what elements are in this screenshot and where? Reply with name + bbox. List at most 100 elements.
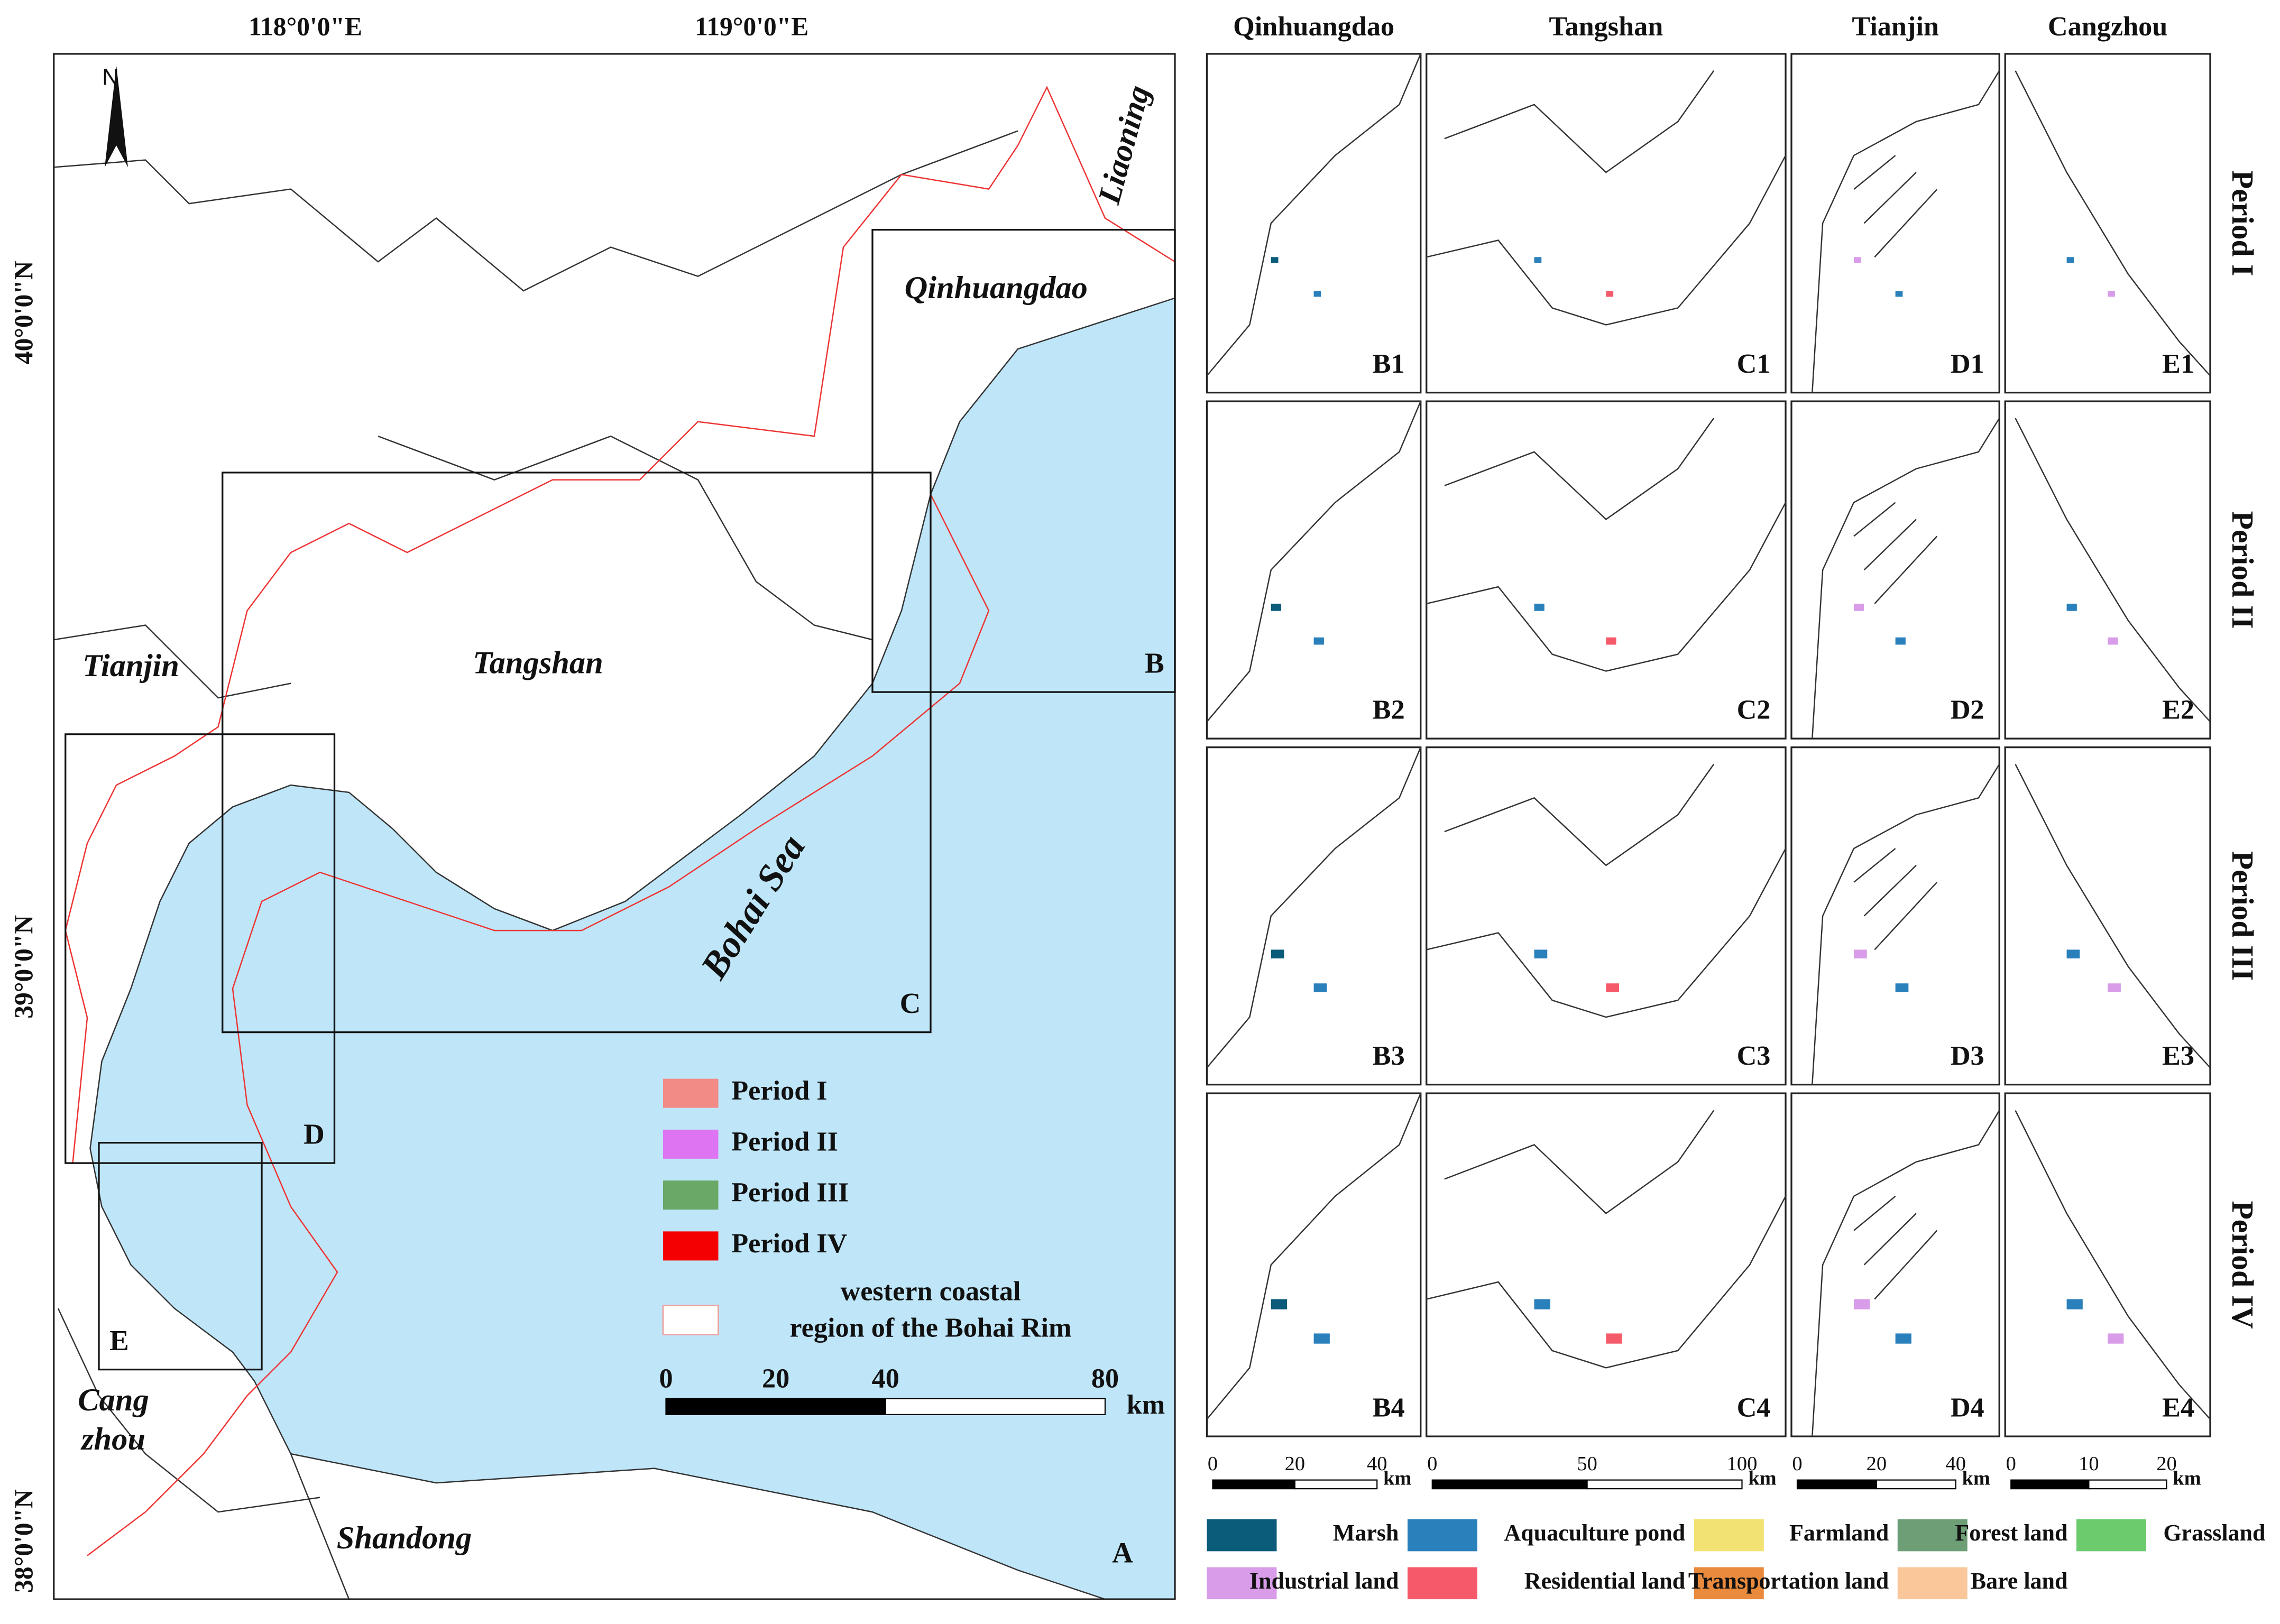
panel-coastline (1206, 1093, 1421, 1420)
landuse-swatch (1207, 1567, 1277, 1600)
landuse-label: Forest land (1955, 1520, 2067, 1546)
column-header: Cangzhou (2048, 11, 2167, 42)
scale-tick-label: 20 (762, 1363, 789, 1394)
panel-coastline (1206, 747, 1421, 1068)
panel-label: B2 (1373, 695, 1405, 725)
place-name: Qinhuangdao (905, 270, 1088, 306)
legend-label: Period II (731, 1126, 838, 1157)
legend-swatch (663, 1231, 719, 1261)
panel-label: C1 (1737, 348, 1771, 379)
scale-tick-label: 20 (2156, 1453, 2177, 1475)
panel-coastline (1812, 1110, 2000, 1437)
lat-label: 38°0'0"N (9, 1489, 38, 1593)
panel-frame (1790, 746, 2000, 1086)
legend-swatch (663, 1180, 719, 1210)
panel-frame (1790, 1092, 2000, 1437)
box-label: C (900, 987, 921, 1019)
scale-tick-label: 20 (1867, 1453, 1887, 1475)
panel-frame (1206, 1092, 1422, 1437)
landuse-label: Transportation land (1688, 1568, 1889, 1594)
panel-coastline (1426, 763, 1787, 1018)
row-header: Period II (2226, 511, 2259, 629)
inset-box (222, 472, 932, 1034)
landuse-label: Bare land (1971, 1568, 2068, 1594)
land-patch (1895, 291, 1903, 297)
landuse-swatch (1207, 1519, 1277, 1552)
inset-box (98, 1141, 263, 1371)
scale-tick-label: 0 (1792, 1453, 1802, 1475)
place-name: Tangshan (473, 645, 603, 681)
panel-coastline (1812, 70, 2000, 393)
panel-coastline (1206, 401, 1421, 723)
landuse-swatch (1694, 1519, 1764, 1552)
legend-swatch (663, 1129, 719, 1159)
land-patch (1606, 291, 1614, 297)
panel-coastline (1206, 53, 1421, 376)
scale-tick-label: 40 (872, 1363, 899, 1394)
lon-label: 119°0'0"E (695, 12, 808, 41)
panel-coastline (1426, 70, 1787, 326)
scale-tick-label: 100 (1727, 1453, 1758, 1475)
scale-tick-label: 10 (2079, 1453, 2099, 1475)
scale-unit: km (2173, 1467, 2201, 1489)
landuse-label: Grassland (2163, 1520, 2265, 1546)
panel-label: D1 (1951, 348, 1984, 379)
land-patch (2066, 257, 2074, 263)
panel-frame (1426, 1092, 1787, 1437)
panel-frame (1426, 400, 1787, 740)
land-patch (1853, 603, 1864, 611)
scale-segment (2088, 1479, 2167, 1490)
panel-label: E4 (2162, 1392, 2194, 1423)
legend-swatch (663, 1078, 719, 1108)
panel-coastline (2015, 1110, 2211, 1420)
land-patch (1271, 949, 1284, 958)
panel-label: D2 (1951, 695, 1984, 725)
land-patch (1606, 1333, 1622, 1344)
place-name: zhou (80, 1422, 145, 1457)
panel-coastline (1426, 1110, 1787, 1369)
box-label: B (1145, 647, 1164, 679)
landuse-label: Industrial land (1249, 1568, 1399, 1594)
panel-frame (2004, 746, 2211, 1086)
land-patch (2108, 637, 2118, 645)
panel-coastline (1426, 418, 1787, 672)
land-patch (1895, 637, 1906, 645)
scale-unit: km (1962, 1467, 1990, 1489)
scale-tick-label: 0 (1208, 1453, 1218, 1475)
land-patch (1534, 257, 1542, 263)
scale-tick-label: 50 (1577, 1453, 1597, 1475)
panel-frame (2004, 53, 2211, 394)
legend-swatch (662, 1305, 719, 1335)
panel-coastline (1812, 418, 2000, 739)
panel-coastline (2015, 70, 2211, 376)
landuse-swatch (1408, 1519, 1477, 1552)
bohai-sea (89, 297, 1176, 1600)
scale-segment (1294, 1479, 1378, 1490)
panel-label: B3 (1373, 1040, 1405, 1071)
landuse-swatch (1408, 1567, 1477, 1600)
scale-unit: km (1748, 1467, 1776, 1489)
legend-label: Period III (731, 1177, 849, 1208)
land-patch (1853, 1299, 1870, 1309)
panel-frame (1790, 53, 2000, 394)
panel-frame (2004, 400, 2211, 740)
land-patch (1606, 983, 1620, 992)
land-patch (2066, 949, 2080, 958)
land-patch (2066, 1299, 2083, 1309)
land-patch (1313, 1333, 1330, 1344)
panel-label: C4 (1737, 1392, 1771, 1423)
lat-label: 40°0'0"N (9, 261, 38, 364)
panel-frame (1206, 53, 1422, 394)
land-patch (2108, 291, 2115, 297)
scale-segment (885, 1398, 1106, 1415)
scale-segment (1431, 1479, 1588, 1490)
land-patch (1606, 637, 1616, 645)
panel-frame (1206, 746, 1422, 1086)
landuse-swatch (1694, 1567, 1764, 1600)
north-arrow (105, 65, 128, 168)
landuse-label: Residential land (1524, 1568, 1685, 1594)
landuse-label: Farmland (1789, 1520, 1889, 1546)
panel-label: C3 (1737, 1040, 1771, 1071)
